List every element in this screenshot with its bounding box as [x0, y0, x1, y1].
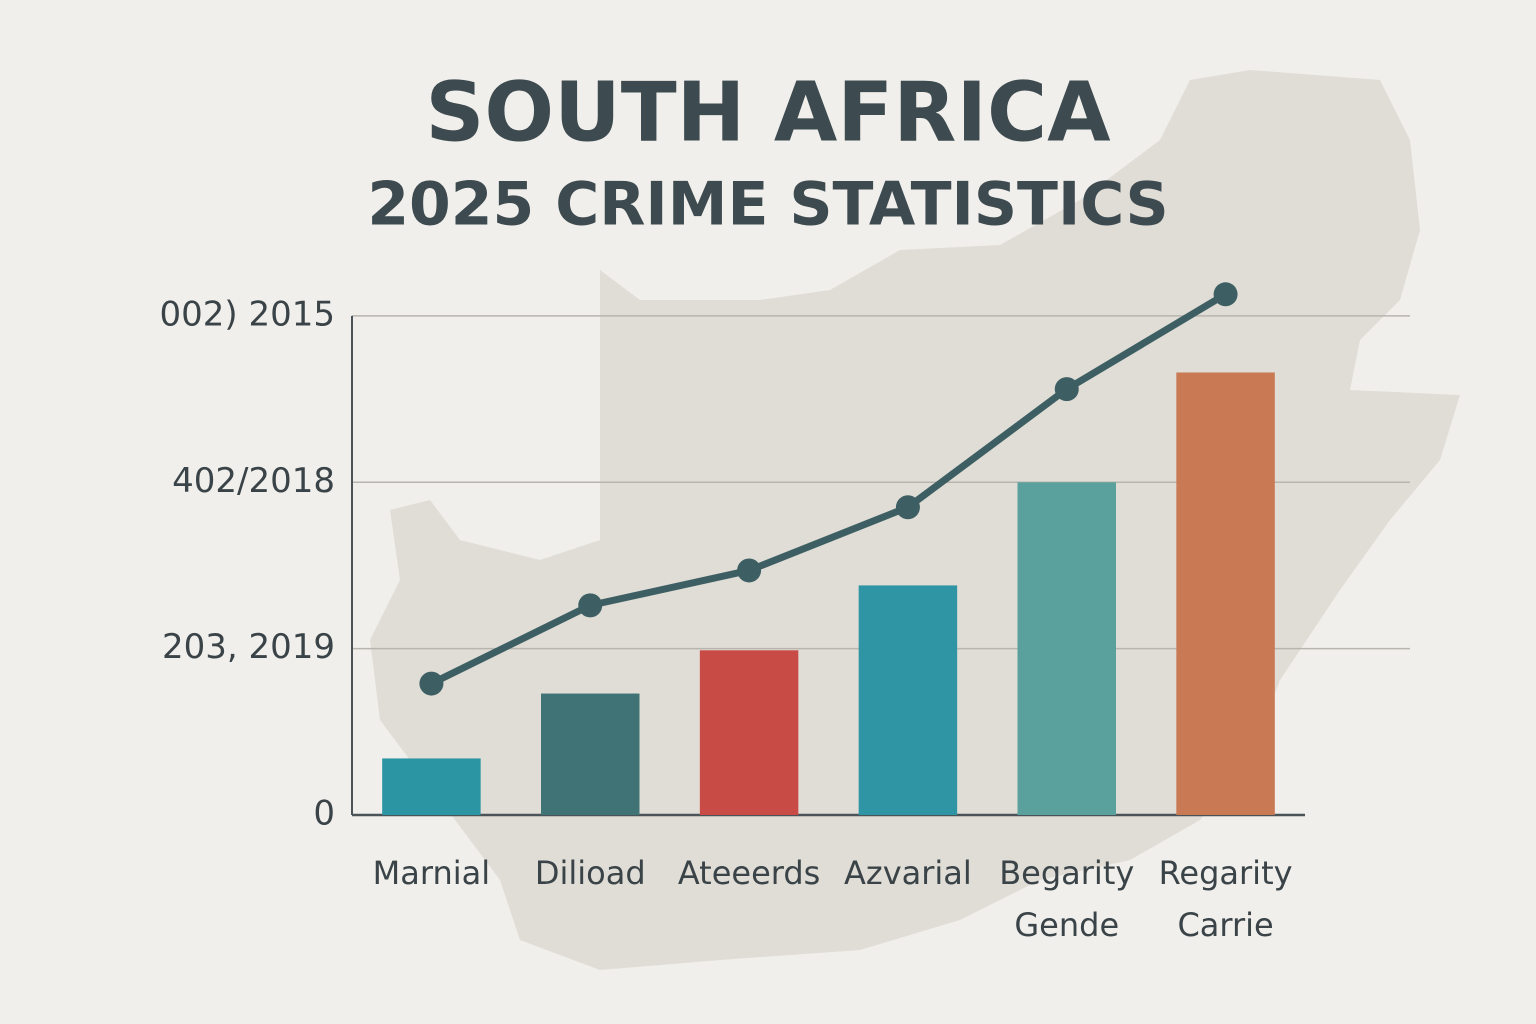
x-tick-label: Begarity Gende [999, 854, 1135, 944]
line-point [737, 558, 762, 583]
y-tick-label: 0 [313, 794, 335, 834]
x-tick-label: Azvarial [844, 854, 972, 892]
bar [1017, 482, 1116, 815]
chart-subtitle: 2025 CRIME STATISTICS [367, 170, 1168, 240]
y-tick-label: 402/2018 [172, 461, 335, 501]
chart-title: SOUTH AFRICA [425, 65, 1111, 160]
line-point [895, 495, 920, 520]
line-point [1213, 282, 1238, 307]
x-tick-label: Ateeerds [677, 854, 821, 892]
line-point [419, 671, 444, 696]
bar [1176, 372, 1275, 815]
y-tick-label: 002) 2015 [160, 294, 336, 334]
bar [382, 758, 481, 815]
bar [541, 693, 640, 815]
y-tick-label: 203, 2019 [162, 627, 335, 667]
x-tick-label: Regarity Carrie [1158, 854, 1293, 944]
bar [858, 585, 958, 815]
line-point [578, 593, 603, 618]
x-tick-label: Dilioad [534, 854, 646, 892]
line [429, 291, 1228, 687]
x-tick-label: Marnial [372, 854, 491, 892]
line-point [1054, 377, 1079, 402]
bar [699, 650, 799, 815]
